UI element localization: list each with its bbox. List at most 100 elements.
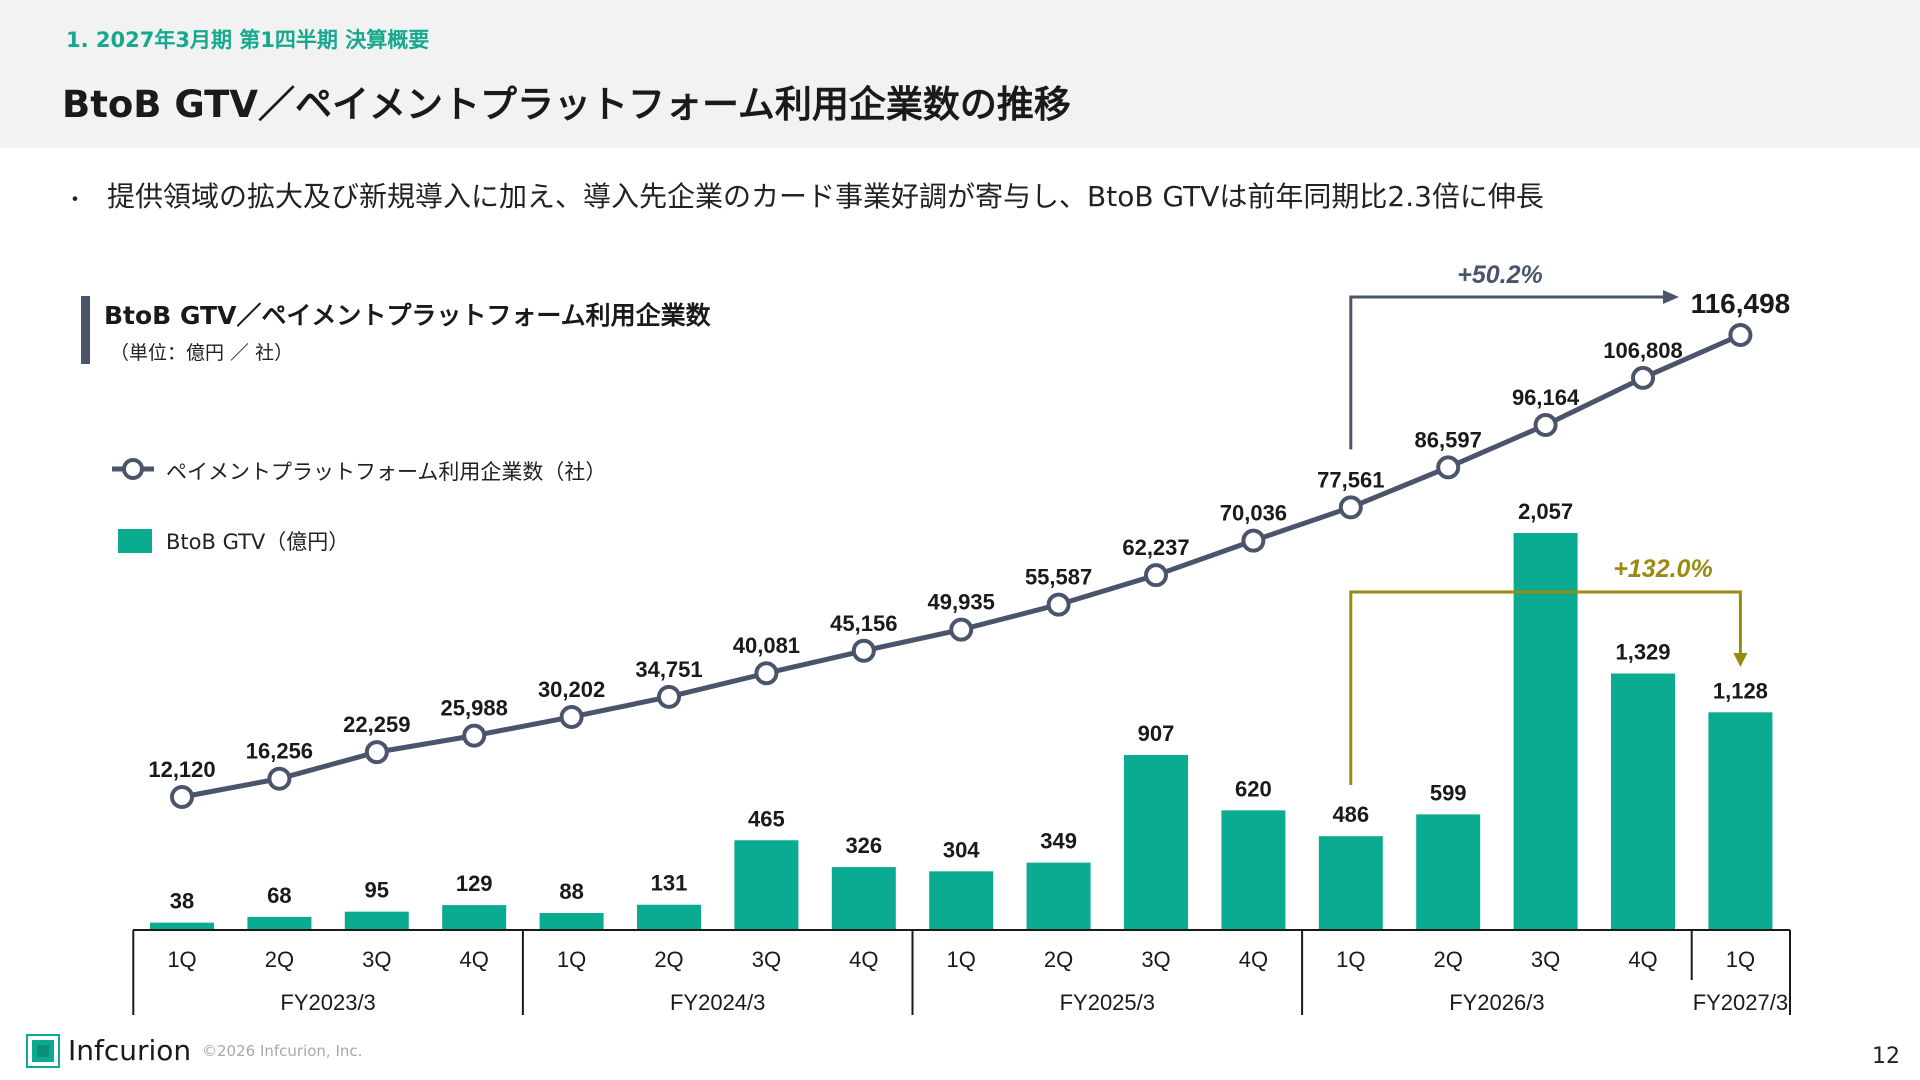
companies-point	[754, 661, 779, 686]
legend-line-marker	[112, 458, 154, 480]
companies-point	[1144, 563, 1168, 588]
x-tick-label: 3Q	[362, 947, 391, 972]
companies-point-label: 70,036	[1220, 501, 1287, 526]
gtv-bar-label: 2,057	[1518, 499, 1573, 524]
x-tick-label: 1Q	[557, 947, 586, 972]
companies-point-label: 77,561	[1317, 467, 1384, 492]
companies-point	[949, 617, 974, 642]
gtv-bar-label: 95	[365, 878, 389, 903]
companies-point-label: 49,935	[928, 590, 995, 615]
x-tick-label: 2Q	[654, 947, 683, 972]
bullet-marker: ・	[64, 188, 87, 213]
growth-arrow-line	[1349, 295, 1665, 450]
gtv-bar-label: 1,128	[1713, 678, 1768, 703]
gtv-bar	[831, 867, 896, 930]
companies-point-label: 116,498	[1691, 288, 1791, 319]
infcurion-logo-icon	[26, 1034, 60, 1068]
gtv-bar	[734, 840, 799, 930]
gtv-bar-label: 599	[1430, 780, 1467, 805]
x-tick-label: 1Q	[1336, 947, 1365, 972]
yoy-rate-label: +132.0%	[1613, 555, 1712, 583]
gtv-bar-label: 349	[1040, 829, 1077, 854]
companies-point-label: 30,202	[538, 677, 605, 702]
chart-unit: （単位：億円 ／ 社）	[110, 342, 294, 364]
companies-point	[851, 638, 876, 663]
chart-title-accent-bar	[81, 296, 90, 364]
gtv-bar	[929, 871, 994, 930]
x-tick-label: 1Q	[947, 947, 976, 972]
companies-point-label: 40,081	[733, 633, 800, 658]
companies-line	[181, 332, 1742, 800]
gtv-bar-label: 326	[845, 833, 882, 858]
gtv-bar	[1124, 754, 1188, 930]
gtv-bar	[150, 922, 214, 930]
gtv-bar	[637, 904, 701, 930]
gtv-bar	[1611, 673, 1675, 930]
yoy-arrow-line	[1349, 590, 1742, 785]
bullet-text: 提供領域の拡大及び新規導入に加え、導入先企業のカード事業好調が寄与し、BtoB …	[107, 180, 1544, 213]
gtv-bar-label: 129	[456, 871, 493, 896]
companies-point-label: 22,259	[343, 712, 410, 737]
gtv-bar-label: 38	[170, 889, 194, 914]
companies-point	[1046, 592, 1071, 617]
companies-point-label: 96,164	[1512, 385, 1580, 410]
growth-rate-label: +50.2%	[1457, 261, 1543, 289]
yoy-arrow-head	[1733, 653, 1748, 667]
gtv-bar-label: 304	[943, 837, 980, 862]
companies-point	[170, 785, 194, 809]
gtv-bar	[1416, 814, 1481, 930]
companies-point-label: 62,237	[1122, 535, 1189, 560]
companies-point-label: 25,988	[441, 696, 508, 721]
gtv-bar	[247, 916, 312, 930]
gtv-bar-label: 131	[651, 871, 688, 896]
x-tick-label: 2Q	[1434, 947, 1463, 972]
gtv-bar	[1708, 712, 1773, 930]
chart-title: BtoB GTV／ペイメントプラットフォーム利用企業数	[104, 301, 711, 330]
companies-point	[1533, 413, 1558, 438]
companies-point-label: 12,120	[148, 757, 215, 782]
gtv-bar-label: 68	[267, 883, 291, 908]
companies-point	[657, 684, 681, 709]
gtv-bar-label: 907	[1138, 721, 1175, 746]
x-group-label: FY2024/3	[670, 990, 765, 1015]
companies-point	[1338, 495, 1363, 520]
x-tick-label: 4Q	[1239, 947, 1268, 972]
x-tick-label: 3Q	[1531, 947, 1560, 972]
companies-point-label: 106,808	[1603, 338, 1683, 363]
gtv-bar	[344, 911, 409, 930]
legend-bar-label: BtoB GTV（億円）	[166, 530, 350, 554]
companies-point-label: 34,751	[635, 657, 702, 682]
x-tick-label: 4Q	[460, 947, 489, 972]
companies-point	[1241, 528, 1266, 553]
gtv-bar-label: 620	[1235, 776, 1272, 801]
gtv-bar-label: 88	[559, 879, 583, 904]
growth-arrow-head	[1663, 290, 1679, 304]
companies-point	[1728, 323, 1753, 347]
x-tick-label: 2Q	[1044, 947, 1073, 972]
companies-point	[267, 766, 292, 791]
companies-point-label: 86,597	[1415, 427, 1482, 452]
x-tick-label: 2Q	[265, 947, 294, 972]
x-group-label: FY2023/3	[280, 990, 375, 1015]
footer-copyright: ©2026 Infcurion, Inc.	[202, 1042, 363, 1060]
section-label: 1. 2027年3月期 第1四半期 決算概要	[66, 28, 430, 52]
x-group-label: FY2026/3	[1449, 990, 1544, 1015]
x-group-label: FY2025/3	[1060, 990, 1155, 1015]
companies-point	[1631, 365, 1655, 390]
legend-line-label: ペイメントプラットフォーム利用企業数（社）	[166, 460, 607, 484]
gtv-bar	[1026, 862, 1091, 930]
companies-point-label: 16,256	[246, 739, 313, 764]
gtv-bar	[539, 913, 604, 930]
x-group-label: FY2027/3	[1693, 990, 1788, 1015]
gtv-bar	[1513, 533, 1578, 930]
legend-bar-swatch	[118, 529, 152, 553]
gtv-bar-label: 465	[748, 806, 785, 831]
x-tick-label: 1Q	[1726, 947, 1755, 972]
x-tick-label: 1Q	[167, 947, 196, 972]
footer-logo-text: Infcurion	[68, 1034, 192, 1067]
x-tick-label: 3Q	[752, 947, 781, 972]
companies-point	[364, 740, 389, 765]
companies-point	[462, 723, 487, 748]
x-tick-label: 3Q	[1141, 947, 1170, 972]
